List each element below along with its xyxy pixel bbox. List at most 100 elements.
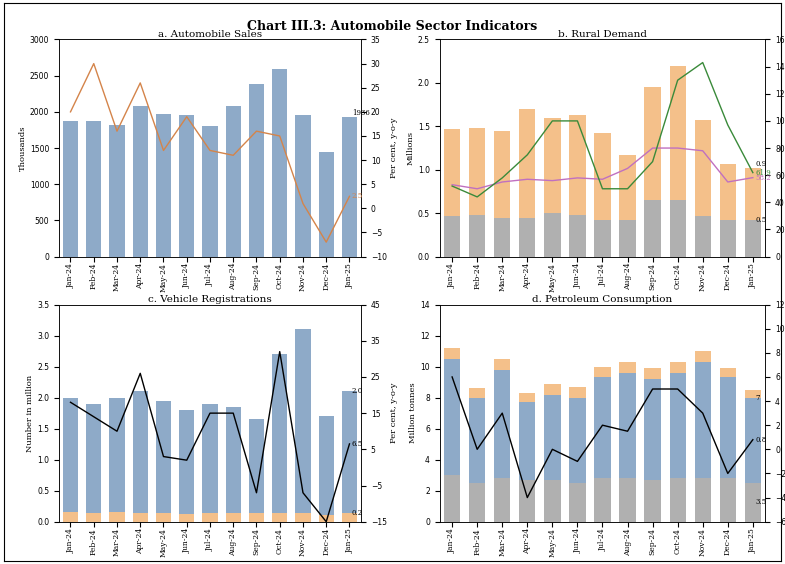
Text: 6.5: 6.5 bbox=[352, 440, 363, 448]
Bar bbox=[494, 218, 510, 257]
Bar bbox=[109, 512, 125, 522]
Bar bbox=[295, 513, 311, 522]
Bar bbox=[249, 420, 264, 522]
Bar bbox=[619, 362, 636, 373]
Legend: Total automobile sales, Automobile sales growth (RHS): Total automobile sales, Automobile sales… bbox=[59, 365, 197, 387]
Bar bbox=[342, 391, 357, 522]
Bar bbox=[695, 351, 711, 362]
Bar bbox=[179, 514, 195, 522]
Bar bbox=[644, 200, 661, 257]
Bar bbox=[619, 155, 636, 220]
Bar bbox=[494, 478, 510, 522]
Bar bbox=[745, 483, 761, 522]
Bar bbox=[594, 133, 611, 220]
Bar bbox=[203, 513, 217, 522]
Bar bbox=[272, 354, 287, 522]
Bar bbox=[444, 359, 460, 475]
Text: 58.2: 58.2 bbox=[755, 174, 771, 182]
Bar bbox=[745, 220, 761, 257]
Bar bbox=[544, 213, 560, 257]
Bar bbox=[444, 348, 460, 359]
Bar bbox=[249, 83, 264, 257]
Bar bbox=[745, 168, 761, 220]
Title: c. Vehicle Registrations: c. Vehicle Registrations bbox=[148, 295, 272, 304]
Bar bbox=[519, 109, 535, 218]
Bar bbox=[156, 114, 171, 257]
Bar bbox=[569, 115, 586, 215]
Text: Society of Indian Automobile Manufacturers (SIAM).: Society of Indian Automobile Manufacture… bbox=[82, 413, 278, 421]
Bar bbox=[569, 215, 586, 257]
Bar bbox=[179, 410, 195, 522]
Text: 1936: 1936 bbox=[352, 109, 370, 117]
Bar bbox=[156, 401, 171, 522]
Bar bbox=[342, 513, 357, 522]
Bar bbox=[494, 370, 510, 478]
Title: d. Petroleum Consumption: d. Petroleum Consumption bbox=[532, 295, 673, 304]
Bar bbox=[519, 393, 535, 402]
Y-axis label: Per cent, y-o-y: Per cent, y-o-y bbox=[389, 118, 397, 178]
Bar bbox=[720, 478, 736, 522]
Bar bbox=[86, 404, 101, 522]
Bar bbox=[720, 368, 736, 377]
Bar bbox=[179, 116, 195, 257]
Bar bbox=[644, 87, 661, 200]
Bar bbox=[203, 126, 217, 257]
Bar bbox=[695, 478, 711, 522]
Text: SIAM; and Tractor and Mechanization Association (TMA).: SIAM; and Tractor and Mechanization Asso… bbox=[463, 413, 678, 421]
Bar bbox=[569, 483, 586, 522]
Y-axis label: Million tonnes: Million tonnes bbox=[410, 383, 418, 443]
Bar bbox=[670, 65, 686, 200]
Legend: Motorcycle sales, Three wheeler sales (RHS), Scooters, Tractor sales (RHS): Motorcycle sales, Three wheeler sales (R… bbox=[440, 365, 664, 387]
Bar bbox=[469, 483, 485, 522]
Bar bbox=[569, 398, 586, 483]
Bar bbox=[594, 367, 611, 377]
Bar bbox=[644, 368, 661, 379]
Bar bbox=[494, 131, 510, 218]
Bar bbox=[342, 117, 357, 257]
Bar bbox=[695, 362, 711, 478]
Bar bbox=[720, 377, 736, 478]
Bar bbox=[444, 129, 460, 216]
Bar bbox=[109, 398, 125, 522]
Y-axis label: Per cent, y-o-y: Per cent, y-o-y bbox=[389, 383, 397, 443]
Bar bbox=[63, 398, 78, 522]
Y-axis label: Millions: Millions bbox=[407, 131, 415, 165]
Bar bbox=[670, 362, 686, 373]
Text: 61.9: 61.9 bbox=[755, 169, 771, 177]
Bar bbox=[63, 121, 78, 257]
Bar bbox=[644, 379, 661, 480]
Bar bbox=[133, 391, 148, 522]
Bar bbox=[519, 480, 535, 522]
Bar bbox=[63, 512, 78, 522]
Bar bbox=[295, 114, 311, 257]
Text: 0.2: 0.2 bbox=[352, 509, 363, 517]
Text: Chart III.3: Automobile Sector Indicators: Chart III.3: Automobile Sector Indicator… bbox=[247, 20, 538, 33]
Bar bbox=[272, 69, 287, 257]
Bar bbox=[695, 216, 711, 257]
Bar bbox=[544, 480, 560, 522]
Bar bbox=[670, 200, 686, 257]
Bar bbox=[109, 125, 125, 257]
Bar bbox=[203, 404, 217, 522]
Bar bbox=[619, 373, 636, 478]
Bar bbox=[670, 373, 686, 478]
Y-axis label: Number in million: Number in million bbox=[26, 374, 35, 452]
Text: 2.0: 2.0 bbox=[352, 387, 363, 395]
Bar bbox=[319, 515, 334, 522]
Bar bbox=[619, 478, 636, 522]
Y-axis label: Thousands: Thousands bbox=[19, 125, 27, 171]
Bar bbox=[594, 478, 611, 522]
Bar bbox=[745, 398, 761, 483]
Bar bbox=[670, 478, 686, 522]
Bar bbox=[519, 402, 535, 480]
Bar bbox=[745, 390, 761, 398]
Title: a. Automobile Sales: a. Automobile Sales bbox=[158, 30, 262, 39]
Bar bbox=[86, 513, 101, 522]
Bar bbox=[544, 118, 560, 213]
Bar bbox=[225, 407, 241, 522]
Bar bbox=[444, 216, 460, 257]
Bar bbox=[272, 513, 287, 522]
Bar bbox=[133, 513, 148, 522]
Text: 7: 7 bbox=[755, 394, 760, 402]
Text: 3.5: 3.5 bbox=[755, 499, 766, 506]
